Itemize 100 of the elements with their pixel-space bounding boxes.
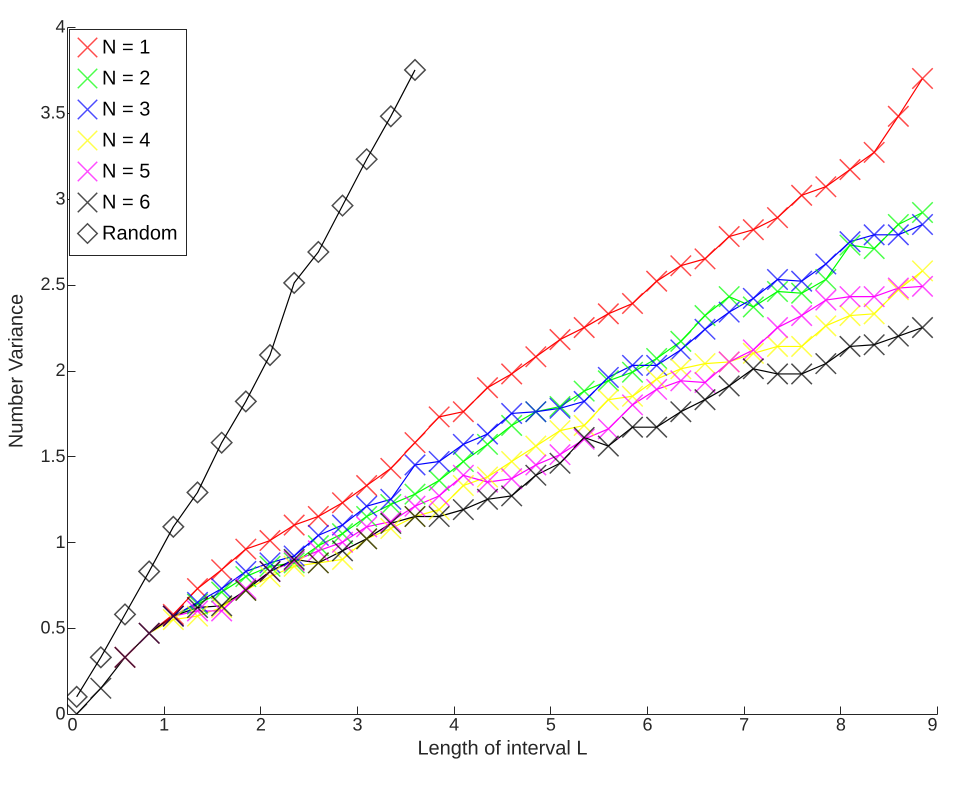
y-tick-label: 0.5 <box>40 618 66 638</box>
point <box>307 540 330 562</box>
y-tick-label: 2.5 <box>40 274 66 294</box>
y-tick-label: 3.5 <box>40 102 66 122</box>
point <box>742 358 764 380</box>
point <box>912 316 934 339</box>
point <box>524 435 547 458</box>
legend-label: N = 2 <box>102 68 150 90</box>
point <box>790 184 813 206</box>
point <box>839 335 861 358</box>
point <box>549 328 571 351</box>
point <box>452 400 474 423</box>
point <box>234 560 257 582</box>
point <box>694 304 716 327</box>
point <box>912 275 934 298</box>
point <box>839 286 861 308</box>
point <box>114 603 136 626</box>
point <box>622 385 644 408</box>
point <box>573 414 596 436</box>
point <box>500 414 523 436</box>
point <box>597 418 620 440</box>
point <box>694 352 716 375</box>
point <box>646 416 668 438</box>
point <box>790 304 813 327</box>
point <box>332 548 354 570</box>
x-tick-label: 6 <box>642 714 653 734</box>
point <box>234 390 257 412</box>
point <box>742 342 764 364</box>
point <box>790 335 813 358</box>
x-tick-label: 7 <box>739 714 750 734</box>
y-tick-label: 2 <box>55 360 66 380</box>
point <box>138 560 160 582</box>
point <box>814 176 837 198</box>
point <box>356 495 378 518</box>
point <box>380 105 402 128</box>
point <box>622 361 644 384</box>
point <box>234 566 257 588</box>
y-tick-label: 1.5 <box>40 446 66 466</box>
point <box>186 605 208 628</box>
point <box>67 686 88 708</box>
point <box>863 238 886 260</box>
x-tick-label: 2 <box>256 714 266 734</box>
point <box>186 481 208 504</box>
point <box>259 344 281 366</box>
point <box>766 335 788 358</box>
point <box>283 555 306 578</box>
point <box>259 530 281 552</box>
point <box>790 362 813 385</box>
point <box>863 334 886 356</box>
point <box>622 292 644 315</box>
x-tick-label: 0 <box>68 714 78 734</box>
point <box>428 505 450 528</box>
point <box>380 493 402 516</box>
point <box>790 282 813 304</box>
point <box>524 464 547 486</box>
point <box>646 354 668 376</box>
point <box>162 608 184 631</box>
point <box>742 338 764 361</box>
point <box>742 218 764 241</box>
point <box>718 226 740 248</box>
point <box>718 301 740 324</box>
point <box>404 58 426 81</box>
point <box>404 454 426 476</box>
point <box>887 214 910 236</box>
y-tick-label: 4 <box>55 16 66 36</box>
point <box>912 68 934 90</box>
x-tick-label: 3 <box>352 714 363 734</box>
point <box>694 248 716 270</box>
legend-label: N = 6 <box>102 192 150 214</box>
point <box>332 194 354 217</box>
point <box>428 484 450 507</box>
point <box>210 432 233 454</box>
y-tick-label: 3 <box>55 188 66 208</box>
point <box>863 302 886 325</box>
y-axis-title: Number Variance <box>5 294 28 448</box>
point <box>428 406 450 428</box>
point <box>549 444 571 466</box>
point <box>646 378 668 400</box>
point <box>863 286 886 308</box>
point <box>622 416 644 438</box>
x-tick-label: 5 <box>546 714 556 734</box>
point <box>814 253 837 276</box>
point <box>476 423 498 446</box>
point <box>307 505 330 528</box>
point <box>162 516 184 538</box>
point <box>766 280 788 302</box>
point <box>210 581 233 604</box>
point <box>500 450 523 473</box>
x-axis-title: Length of interval L <box>417 738 588 760</box>
point <box>332 514 354 536</box>
point <box>670 400 692 423</box>
point <box>887 325 910 348</box>
point <box>670 330 692 352</box>
point <box>597 388 620 411</box>
point <box>90 646 112 668</box>
point <box>234 538 257 560</box>
point <box>597 302 620 325</box>
point <box>766 316 788 339</box>
point <box>428 498 450 521</box>
point <box>452 450 474 473</box>
